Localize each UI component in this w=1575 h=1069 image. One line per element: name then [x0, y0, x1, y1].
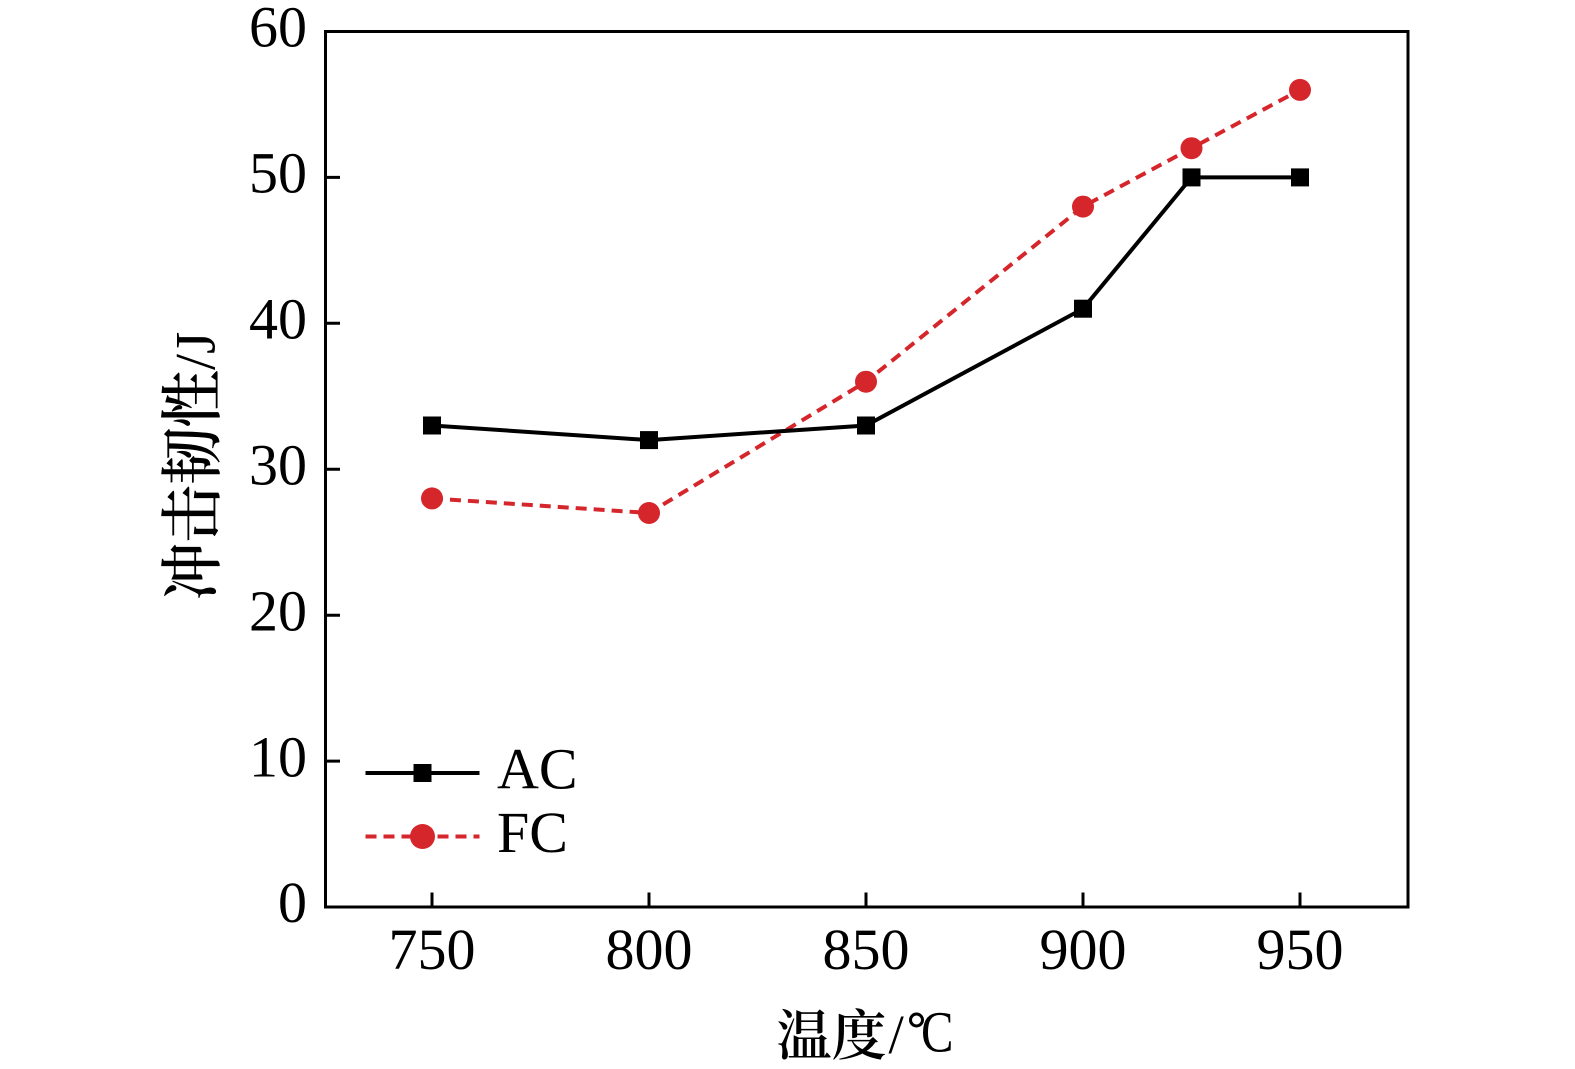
svg-text:50: 50 [249, 141, 307, 206]
svg-text:20: 20 [249, 578, 307, 643]
svg-text:C: C [921, 1000, 953, 1065]
svg-text:AC: AC [497, 737, 578, 802]
svg-text:30: 30 [249, 432, 307, 497]
svg-text:/: / [889, 1004, 905, 1065]
svg-text:0: 0 [278, 870, 307, 935]
svg-text:60: 60 [249, 0, 307, 60]
svg-text:900: 900 [1040, 917, 1127, 982]
svg-text:/J: /J [164, 332, 227, 370]
svg-text:10: 10 [249, 724, 307, 789]
svg-text:750: 750 [389, 917, 476, 982]
svg-text:40: 40 [249, 287, 307, 352]
svg-text:FC: FC [497, 800, 568, 865]
svg-text:800: 800 [606, 917, 693, 982]
svg-text:950: 950 [1257, 917, 1344, 982]
svg-text:850: 850 [823, 917, 910, 982]
